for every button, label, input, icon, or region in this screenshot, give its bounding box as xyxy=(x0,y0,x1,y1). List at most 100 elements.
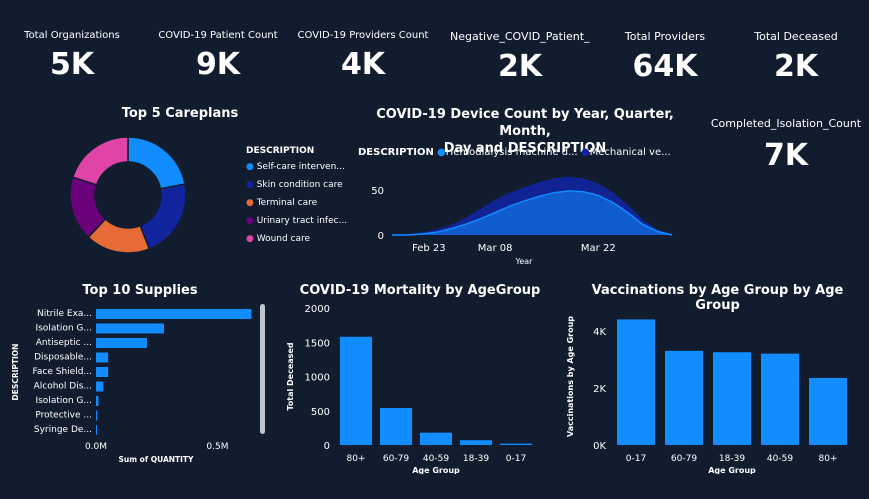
x-tick-label: 40-59 xyxy=(423,454,449,464)
bar-category-label: Syringe De... xyxy=(34,425,92,435)
y-tick-label: 1500 xyxy=(305,338,330,349)
x-tick-label: 60-79 xyxy=(383,454,409,464)
legend-label: Skin condition care xyxy=(256,180,343,190)
bar xyxy=(380,408,412,445)
y-axis-label: DESCRIPTION xyxy=(11,344,20,401)
bar xyxy=(96,352,109,363)
kpi-value: 4K xyxy=(340,47,386,82)
x-axis-label: Sum of QUANTITY xyxy=(119,455,195,464)
y-tick-label: 500 xyxy=(311,407,330,418)
kpi-value: 2K xyxy=(773,49,819,84)
donut-slice xyxy=(71,136,129,186)
x-tick-label: 0.0M xyxy=(85,442,107,452)
bar xyxy=(761,353,799,445)
scrollbar xyxy=(260,304,265,434)
bar xyxy=(340,336,372,445)
x-axis-label: Year xyxy=(515,257,534,266)
legend-dot-icon: ● xyxy=(246,198,257,208)
device-legend-title: DESCRIPTION xyxy=(358,147,434,158)
x-axis-label: Age Group xyxy=(708,466,756,474)
bar xyxy=(96,338,147,348)
legend-label: Wound care xyxy=(256,234,311,244)
kpi-card: COVID-19 Providers Count 4K xyxy=(293,30,433,82)
kpi-value: 9K xyxy=(195,47,241,82)
x-tick-label: 80+ xyxy=(819,454,838,464)
legend-item: ● Urinary tract infec... xyxy=(246,216,347,234)
kpi-label: Total Deceased xyxy=(754,30,838,43)
y-tick-label: 0 xyxy=(324,441,330,452)
kpi-value: 2K xyxy=(497,49,543,84)
kpi-label: Negative_COVID_Patient_C... xyxy=(450,30,590,43)
kpi-card: Negative_COVID_Patient_C... 2K xyxy=(450,30,590,84)
bar-category-label: Disposable... xyxy=(34,353,92,363)
legend-dot-icon: ● xyxy=(246,162,257,172)
y-tick-label: 0 xyxy=(378,231,384,242)
bar-category-label: Face Shield... xyxy=(33,367,92,377)
bar-category-label: Isolation G... xyxy=(35,396,92,406)
bar xyxy=(420,432,452,445)
legend-dot-icon: ● xyxy=(246,234,257,244)
legend-item: ● Self-care interven... xyxy=(246,162,347,180)
bar xyxy=(809,377,847,445)
y-axis-label: Vaccinations by Age Group xyxy=(566,316,575,437)
bar xyxy=(96,425,97,435)
area-series xyxy=(392,190,672,235)
bar xyxy=(713,352,751,445)
x-tick-label: Mar 22 xyxy=(581,243,616,254)
bar-category-label: Protective ... xyxy=(35,411,92,421)
legend-dot-icon: ● xyxy=(580,147,590,158)
y-tick-label: 2000 xyxy=(305,304,330,315)
vaccinations-title: Vaccinations by Age Group by Age Group xyxy=(591,283,844,313)
legend-dot-icon: ● xyxy=(246,180,257,190)
bar-category-label: Nitrile Exa... xyxy=(37,309,92,319)
supplies-title: Top 10 Supplies xyxy=(82,283,198,298)
legend-item: ● Terminal care xyxy=(246,198,347,216)
bar xyxy=(96,309,252,319)
mortality-bar-chart[interactable]: 2000 1500 1000 500 0 80+ 60-79 40-59 18-39 0-17 Ag… xyxy=(282,302,552,474)
bar xyxy=(96,396,99,406)
legend-dot-icon: ● xyxy=(246,216,257,226)
y-axis-label: Total Deceased xyxy=(286,342,295,410)
kpi-value: 7K xyxy=(763,138,809,173)
bar xyxy=(96,381,104,392)
bar xyxy=(617,319,655,445)
y-tick-label: 0K xyxy=(593,441,606,452)
x-tick-label: 40-59 xyxy=(767,454,793,464)
kpi-card: Total Providers 64K xyxy=(595,30,735,84)
x-tick-label: 18-39 xyxy=(463,454,489,464)
supplies-bar-chart[interactable]: Nitrile Exa... Isolation G... Antiseptic .… xyxy=(8,302,273,467)
bar xyxy=(96,367,109,377)
bar xyxy=(96,323,164,334)
legend-label: Self-care interven... xyxy=(256,162,345,172)
donut-slice xyxy=(139,183,187,250)
kpi-card: Total Organizations 5K xyxy=(2,30,142,82)
legend-item: ● Wound care xyxy=(246,234,347,252)
legend-label: Terminal care xyxy=(256,198,318,208)
kpi-label: COVID-19 Patient Count xyxy=(158,30,278,41)
x-tick-label: 0-17 xyxy=(506,454,526,464)
careplans-legend-title: DESCRIPTION xyxy=(246,146,315,156)
bar xyxy=(500,443,532,445)
careplans-title: Top 5 Careplans xyxy=(121,106,239,121)
kpi-card: COVID-19 Patient Count 9K xyxy=(148,30,288,82)
bar-category-label: Alcohol Dis... xyxy=(34,382,92,392)
careplans-donut-chart[interactable] xyxy=(60,130,200,260)
x-tick-label: Feb 23 xyxy=(412,243,446,254)
bar-category-label: Isolation G... xyxy=(35,324,92,334)
device-area-chart[interactable]: 50 0 Feb 23 Mar 08 Mar 22 Year xyxy=(358,168,688,268)
x-tick-label: Mar 08 xyxy=(478,243,513,254)
y-tick-label: 50 xyxy=(371,186,384,197)
area-series-line xyxy=(392,190,673,236)
kpi-value: 64K xyxy=(632,49,698,84)
y-tick-label: 2K xyxy=(593,384,606,395)
bar xyxy=(665,350,703,445)
area-series-line xyxy=(392,176,673,236)
careplans-legend: ● Self-care interven... ● Skin condition … xyxy=(246,162,347,252)
legend-label: Mechanical ve... xyxy=(589,147,671,158)
kpi-card: Total Deceased 2K xyxy=(726,30,866,84)
kpi-label: Total Organizations xyxy=(24,30,120,41)
vaccinations-bar-chart[interactable]: 4K 2K 0K 0-17 60-79 18-39 40-59 80+ Age Group Vac… xyxy=(562,302,862,474)
kpi-label: Completed_Isolation_Count xyxy=(710,117,862,130)
kpi-value: 5K xyxy=(49,47,95,82)
x-tick-label: 0-17 xyxy=(626,454,646,464)
